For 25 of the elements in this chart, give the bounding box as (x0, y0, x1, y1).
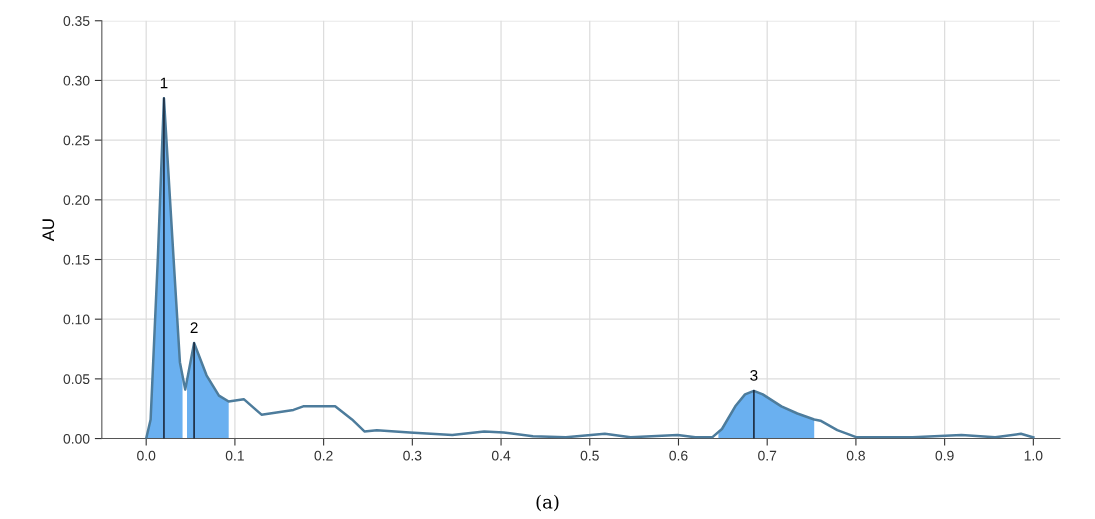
annotation: 1 (160, 77, 168, 89)
x-tick-label: 0.7 (758, 450, 777, 461)
y-tick-label: 0.00 (63, 433, 90, 444)
y-tick-label: 0.25 (63, 135, 90, 146)
x-tick-label: 0.2 (314, 450, 333, 461)
x-tick-label: 0.1 (225, 450, 244, 461)
annotation: 2 (190, 322, 198, 333)
annotation: 3 (750, 370, 758, 381)
x-tick-label: 0.6 (669, 450, 688, 461)
x-tick-label: 0.4 (491, 450, 511, 461)
x-tick-label: 1.0 (1024, 450, 1043, 461)
x-tick-label: 0.9 (935, 450, 954, 461)
y-tick-label: 0.35 (63, 16, 90, 26)
y-tick-label: 0.20 (63, 195, 90, 205)
text: (a) (536, 494, 559, 512)
line-series (144, 97, 1035, 439)
x-tick-label: 0.5 (580, 450, 599, 461)
y-tick-label: 0.10 (63, 314, 90, 325)
x-tick-label: 0.3 (403, 450, 422, 461)
y-tick-label: 0.15 (63, 254, 90, 265)
y-tick-label: 0.05 (63, 374, 90, 385)
x-tick-label: 0.8 (846, 450, 865, 461)
y-axis-title: AU (42, 219, 55, 242)
x-tick-label: 0.0 (137, 450, 156, 461)
y-tick-label: 0.30 (63, 75, 90, 86)
